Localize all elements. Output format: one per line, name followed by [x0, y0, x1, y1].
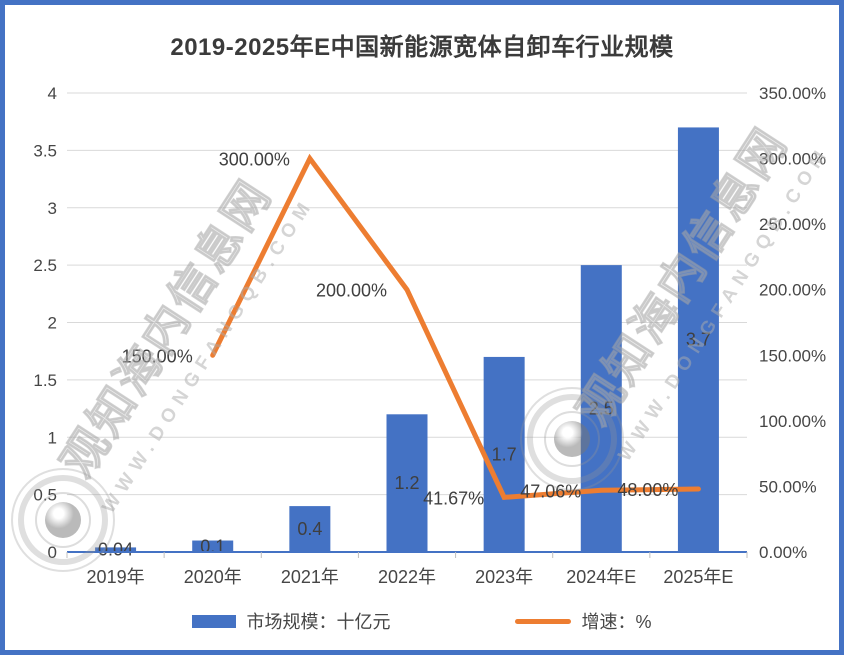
- legend-item-growth: 增速：%: [515, 608, 652, 634]
- chart-plot: 0.04 0.10.41.21.72.53.7150.00%300.00%200.…: [33, 84, 826, 587]
- left-axis-tick-label: 2: [48, 314, 57, 333]
- right-axis-tick-label: 0.00%: [759, 543, 807, 562]
- legend-label-market-scale: 市场规模：十亿元: [246, 612, 391, 632]
- bar-2022年: [386, 414, 428, 552]
- left-axis-tick-label: 1: [48, 428, 57, 447]
- legend-label-growth: 增速：%: [581, 612, 652, 632]
- growth-value-label: 41.67%: [423, 488, 484, 508]
- legend: 市场规模：十亿元 增速：%: [5, 608, 839, 634]
- bar-value-label: 3.7: [686, 330, 711, 350]
- right-axis-tick-label: 100.00%: [759, 412, 826, 431]
- left-axis-tick-label: 0: [48, 543, 57, 562]
- x-axis-category-label: 2023年: [475, 567, 533, 587]
- x-axis-category-label: 2022年: [378, 567, 436, 587]
- bar-2024年E: [580, 265, 622, 552]
- bar-value-label: 1.7: [492, 444, 517, 464]
- bar-value-label: 2.5: [589, 399, 614, 419]
- bar-2021年: [289, 506, 331, 552]
- growth-value-label: 200.00%: [316, 281, 387, 301]
- right-axis-tick-label: 50.00%: [759, 477, 817, 496]
- bar-2019年: [95, 547, 137, 552]
- bar-2025年E: [677, 127, 719, 553]
- left-axis-tick-label: 3.5: [33, 141, 57, 160]
- line-series-swatch: [515, 618, 572, 624]
- right-axis-tick-label: 200.00%: [759, 281, 826, 300]
- bar-2023年: [483, 356, 525, 552]
- growth-value-label: 48.00%: [617, 480, 678, 500]
- growth-value-label: 300.00%: [219, 150, 290, 170]
- growth-line: [210, 153, 701, 500]
- right-axis-tick-label: 250.00%: [759, 215, 826, 234]
- bar-value-label: 0.4: [297, 519, 322, 539]
- left-axis-tick-label: 4: [48, 84, 57, 103]
- bar-value-label: 1.2: [394, 473, 419, 493]
- x-axis-category-label: 2019年: [87, 567, 145, 587]
- x-axis-category-label: 2024年E: [566, 567, 636, 587]
- bar-series-swatch: [192, 614, 237, 628]
- left-axis-tick-label: 3: [48, 199, 57, 218]
- right-axis-tick-label: 300.00%: [759, 150, 826, 169]
- bar-value-label: 0.04: [98, 540, 133, 560]
- left-axis-tick-label: 2.5: [33, 256, 57, 275]
- right-axis-tick-label: 350.00%: [759, 84, 826, 103]
- bar-2020年: [192, 540, 234, 552]
- x-axis-category-label: 2020年: [184, 567, 242, 587]
- x-axis-category-label: 2021年: [281, 567, 339, 587]
- growth-value-label: 47.06%: [520, 481, 581, 501]
- x-axis-category-label: 2025年E: [663, 567, 733, 587]
- legend-item-market-scale: 市场规模：十亿元: [192, 608, 390, 634]
- right-axis-tick-label: 150.00%: [759, 346, 826, 365]
- left-axis-tick-label: 1.5: [33, 371, 57, 390]
- bar-value-label: 0.1: [200, 536, 225, 556]
- growth-value-label: 150.00%: [122, 346, 193, 366]
- left-axis-tick-label: 0.5: [33, 486, 57, 505]
- chart-title: 2019-2025年E中国新能源宽体自卸车行业规模: [170, 34, 674, 61]
